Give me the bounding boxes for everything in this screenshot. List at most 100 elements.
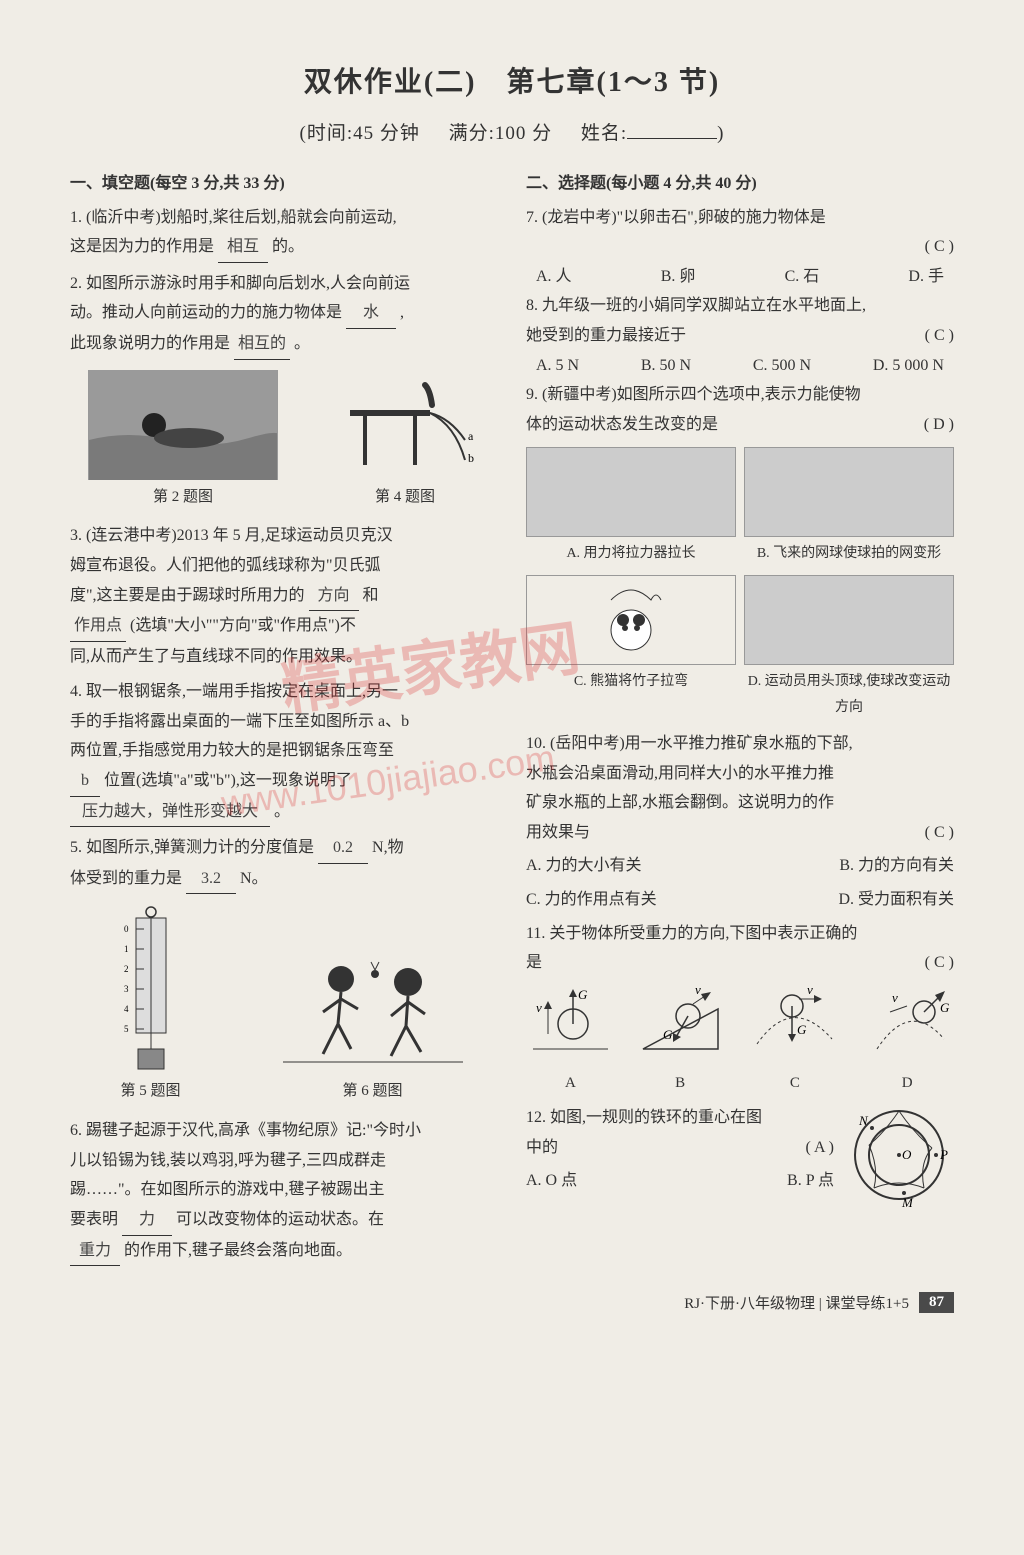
q4-text-e: 。 [274,803,290,820]
SPACER: 7. (龙岩中考)"以卵击石",卵破的施力物体是 ( C ) A. 人 B. 卵… [526,203,954,1196]
panda-icon [581,580,681,660]
q10-options-row2: C. 力的作用点有关 D. 受力面积有关 [526,885,954,915]
svg-text:M: M [901,1195,914,1208]
q2-text-e: 。 [294,335,310,352]
subtitle-close: ) [717,123,724,144]
q12-figure: O P N M [844,1103,954,1219]
q8-options: A. 5 N B. 50 N C. 500 N D. 5 000 N [526,351,954,381]
svg-text:v: v [807,984,813,997]
q4-text-a: 4. 取一根钢锯条,一端用手指按定在桌面上,另一 [70,683,398,700]
svg-text:b: b [468,451,474,465]
q2-blank2: 相互的 [234,329,290,360]
q5-text-b: N,物 [372,839,404,856]
footer-label: RJ·下册·八年级物理 | 课堂导练1+5 [684,1292,909,1313]
q4-text-d: 位置(选填"a"或"b"),这一现象说明了 [104,772,352,789]
question-9: 9. (新疆中考)如图所示四个选项中,表示力能使物 体的运动状态发生改变的是 (… [526,380,954,721]
q9-optA-caption: A. 用力将拉力器拉长 [566,546,695,561]
q2-text-a: 2. 如图所示游泳时用手和脚向后划水,人会向前运 [70,275,410,292]
q8-optB: B. 50 N [641,351,691,381]
spring-scale-icon: 0 1 2 3 4 5 [106,904,196,1074]
q1-blank: 相互 [218,232,268,263]
svg-text:G: G [940,1000,950,1015]
q1-text-a: 1. (临沂中考)划船时,桨往后划,船就会向前运动, [70,209,397,226]
q9-optD-caption: D. 运动员用头顶球,使球改变运动方向 [748,674,951,715]
figure-2-image [88,370,278,480]
q10-optB: B. 力的方向有关 [839,851,954,881]
q9-optA-image [526,447,736,537]
q9-optD-image [744,575,954,665]
q11-figD: G v D [862,984,952,1098]
figure-4-image: a b [330,370,480,480]
figure-5-image: 0 1 2 3 4 5 [106,904,196,1074]
question-2: 2. 如图所示游泳时用手和脚向后划水,人会向前运 动。推动人向前运动的力的施力物… [70,269,498,360]
q5-text-d: N。 [240,870,268,887]
q11-figC: G v C [747,984,842,1098]
figure-6-label: 第 6 题图 [342,1083,402,1099]
q2-blank1: 水 [346,298,396,329]
svg-text:0: 0 [124,924,129,934]
q8-optC: C. 500 N [753,351,811,381]
figure-2: 第 2 题图 [88,370,278,512]
q8-text-a: 8. 九年级一班的小娟同学双脚站立在水平地面上, [526,297,866,314]
figure-4-label: 第 4 题图 [375,489,435,505]
q3-text-d: 和 [363,587,379,604]
ruler-bend-icon: a b [330,370,480,480]
q11-labelB: B [633,1070,728,1098]
q6-text-f: 的作用下,毽子最终会落向地面。 [124,1242,352,1259]
q9-optC: C. 熊猫将竹子拉弯 [526,575,736,721]
left-column: 一、填空题(每空 3 分,共 33 分) 1. (临沂中考)划船时,桨往后划,船… [70,169,498,1272]
svg-text:v: v [892,990,898,1005]
q11-labelA: A [528,1070,613,1098]
figure-6-image [283,944,463,1074]
gravity-diagram-d-icon: G v [862,984,952,1059]
q7-answer: ( C ) [925,232,954,262]
q9-answer: ( D ) [924,410,954,440]
q3-text-e: (选填"大小""方向"或"作用点")不 [130,617,356,634]
q11-figB: G v B [633,984,728,1098]
q11-labelD: D [862,1070,952,1098]
q12-optB: B. P 点 [787,1166,834,1196]
gravity-diagram-c-icon: G v [747,984,842,1059]
subtitle-score: 满分:100 分 [449,123,553,144]
q5-blank1: 0.2 [318,833,368,864]
gravity-diagram-b-icon: G v [633,984,728,1059]
q7-optB: B. 卵 [661,262,696,292]
gravity-diagram-a-icon: G v [528,984,613,1059]
question-10: 10. (岳阳中考)用一水平推力推矿泉水瓶的下部, 水瓶会沿桌面滑动,用同样大小… [526,729,954,915]
svg-text:v: v [536,1000,542,1015]
q9-optB-image [744,447,954,537]
figure-2-label: 第 2 题图 [153,489,213,505]
q4-blank1: b [70,766,100,797]
q12-options: A. O 点 B. P 点 [526,1166,834,1196]
subtitle-name-label: 姓名: [581,123,627,144]
q11-answer: ( C ) [925,948,954,978]
q6-blank2: 重力 [70,1236,120,1267]
q8-optA: A. 5 N [536,351,579,381]
q6-text-e: 可以改变物体的运动状态。在 [176,1211,384,1228]
q12-optA: A. O 点 [526,1166,577,1196]
svg-text:5: 5 [124,1024,129,1034]
q2-text-c: , [400,304,404,321]
page-title: 双休作业(二) 第七章(1～3 节) [70,60,954,100]
q2-text-b: 动。推动人向前运动的力的施力物体是 [70,304,342,321]
q10-text-a: 10. (岳阳中考)用一水平推力推矿泉水瓶的下部, [526,735,853,752]
q1-text-c: 的。 [272,238,304,255]
q9-text-b: 体的运动状态发生改变的是 [526,416,718,433]
figure-5-label: 第 5 题图 [120,1083,180,1099]
q6-text-b: 儿以铅锡为钱,装以鸡羽,呼为毽子,三四成群走 [70,1152,386,1169]
q11-text-b: 是 [526,954,542,971]
q11-text-a: 11. 关于物体所受重力的方向,下图中表示正确的 [526,925,857,942]
question-11: 11. 关于物体所受重力的方向,下图中表示正确的 是 ( C ) G v A [526,919,954,1098]
q12-answer: ( A ) [806,1133,834,1163]
question-4: 4. 取一根钢锯条,一端用手指按定在桌面上,另一 手的手指将露出桌面的一端下压至… [70,677,498,827]
q9-optD: D. 运动员用头顶球,使球改变运动方向 [744,575,954,721]
q5-text-c: 体受到的重力是 [70,870,182,887]
svg-text:1: 1 [124,944,129,954]
q4-text-c: 两位置,手指感觉用力较大的是把钢锯条压弯至 [70,742,394,759]
q7-optD: D. 手 [908,262,944,292]
q10-optA: A. 力的大小有关 [526,851,642,881]
question-7: 7. (龙岩中考)"以卵击石",卵破的施力物体是 ( C ) A. 人 B. 卵… [526,203,954,292]
q5-text-a: 5. 如图所示,弹簧测力计的分度值是 [70,839,314,856]
svg-text:a: a [468,429,474,443]
svg-text:O: O [902,1147,912,1162]
